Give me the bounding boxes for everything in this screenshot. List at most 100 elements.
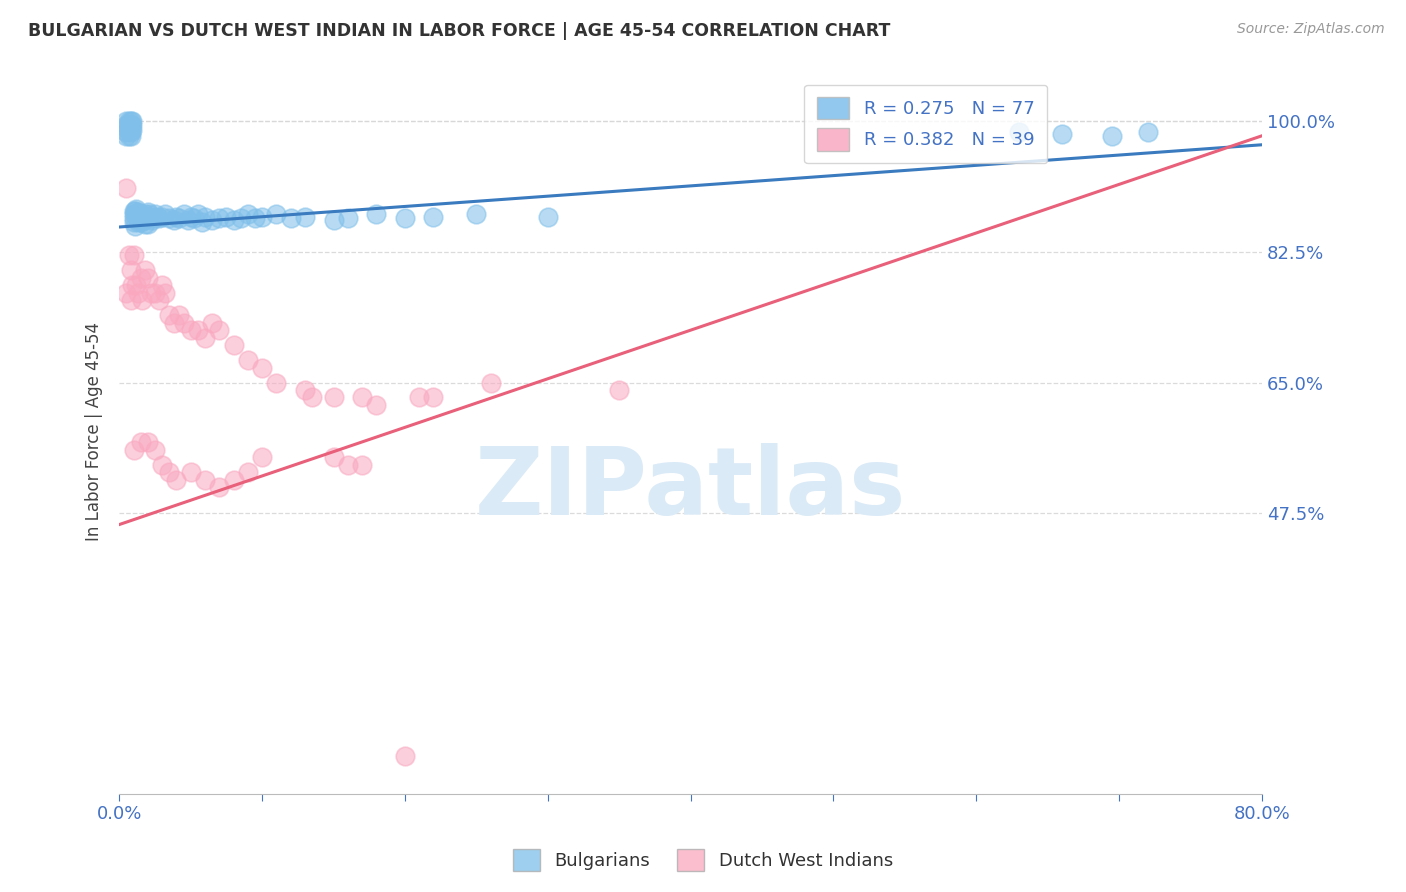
- Point: [143, 442, 166, 457]
- Point: [148, 293, 170, 308]
- Point: [129, 215, 152, 229]
- Point: [266, 376, 288, 390]
- Point: [157, 308, 180, 322]
- Point: [122, 207, 145, 221]
- Point: [162, 316, 184, 330]
- Point: [1050, 127, 1073, 141]
- Point: [153, 285, 176, 300]
- Point: [115, 285, 138, 300]
- Point: [180, 465, 202, 479]
- Point: [128, 210, 150, 224]
- Point: [479, 376, 502, 390]
- Point: [122, 211, 145, 225]
- Point: [143, 207, 166, 221]
- Point: [352, 391, 374, 405]
- Point: [187, 323, 209, 337]
- Point: [120, 128, 142, 143]
- Point: [336, 458, 359, 472]
- Point: [165, 210, 187, 224]
- Point: [135, 211, 157, 225]
- Point: [194, 210, 217, 224]
- Point: [465, 207, 488, 221]
- Point: [422, 210, 444, 224]
- Text: Source: ZipAtlas.com: Source: ZipAtlas.com: [1237, 22, 1385, 37]
- Point: [208, 211, 231, 225]
- Legend: R = 0.275   N = 77, R = 0.382   N = 39: R = 0.275 N = 77, R = 0.382 N = 39: [804, 85, 1047, 163]
- Point: [222, 338, 245, 352]
- Point: [191, 215, 214, 229]
- Point: [157, 465, 180, 479]
- Point: [115, 125, 138, 139]
- Point: [120, 113, 142, 128]
- Point: [352, 458, 374, 472]
- Point: [1008, 125, 1031, 139]
- Point: [250, 360, 273, 375]
- Point: [121, 123, 143, 137]
- Point: [366, 398, 388, 412]
- Point: [134, 217, 156, 231]
- Point: [150, 278, 173, 293]
- Point: [266, 207, 288, 221]
- Point: [122, 203, 145, 218]
- Point: [167, 308, 190, 322]
- Point: [194, 473, 217, 487]
- Point: [125, 207, 148, 221]
- Point: [366, 207, 388, 221]
- Point: [136, 435, 159, 450]
- Point: [408, 391, 430, 405]
- Point: [322, 391, 344, 405]
- Point: [180, 210, 202, 224]
- Point: [134, 263, 156, 277]
- Point: [129, 207, 152, 221]
- Point: [208, 323, 231, 337]
- Point: [115, 121, 138, 136]
- Point: [121, 278, 143, 293]
- Point: [131, 211, 153, 225]
- Point: [173, 207, 195, 221]
- Point: [132, 212, 155, 227]
- Point: [208, 480, 231, 494]
- Point: [120, 293, 142, 308]
- Point: [236, 353, 259, 368]
- Point: [250, 450, 273, 465]
- Point: [250, 210, 273, 224]
- Point: [125, 278, 148, 293]
- Point: [1101, 128, 1123, 143]
- Point: [243, 211, 266, 225]
- Point: [121, 113, 143, 128]
- Point: [120, 121, 142, 136]
- Point: [215, 210, 238, 224]
- Point: [187, 207, 209, 221]
- Point: [229, 211, 252, 225]
- Point: [153, 207, 176, 221]
- Point: [180, 323, 202, 337]
- Point: [122, 442, 145, 457]
- Point: [394, 211, 416, 225]
- Point: [201, 212, 224, 227]
- Point: [129, 435, 152, 450]
- Point: [115, 181, 138, 195]
- Point: [136, 270, 159, 285]
- Point: [125, 202, 148, 216]
- Point: [118, 128, 141, 143]
- Point: [177, 212, 200, 227]
- Point: [173, 316, 195, 330]
- Point: [322, 450, 344, 465]
- Point: [183, 211, 205, 225]
- Point: [422, 391, 444, 405]
- Point: [127, 285, 149, 300]
- Point: [294, 383, 316, 397]
- Point: [118, 113, 141, 128]
- Point: [194, 331, 217, 345]
- Point: [236, 207, 259, 221]
- Point: [322, 212, 344, 227]
- Point: [121, 118, 143, 132]
- Point: [150, 210, 173, 224]
- Point: [222, 212, 245, 227]
- Point: [165, 473, 187, 487]
- Point: [120, 263, 142, 277]
- Point: [124, 203, 146, 218]
- Legend: Bulgarians, Dutch West Indians: Bulgarians, Dutch West Indians: [506, 842, 900, 879]
- Point: [120, 118, 142, 132]
- Point: [236, 465, 259, 479]
